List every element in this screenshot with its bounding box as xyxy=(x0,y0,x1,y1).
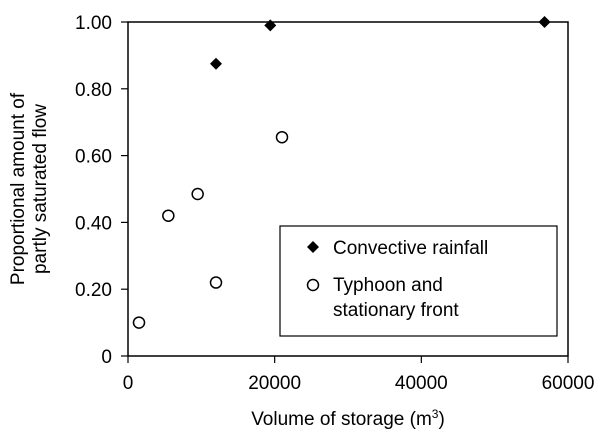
y-tick-label: 1.00 xyxy=(75,13,112,34)
plot-area xyxy=(127,21,569,357)
typhoon-front-point xyxy=(209,276,223,289)
y-tick-label: 0.60 xyxy=(75,147,112,168)
legend: Convective rainfall Typhoon and stationa… xyxy=(279,225,558,337)
legend-diamond-marker xyxy=(307,241,319,253)
typhoon-front-point xyxy=(191,187,204,201)
y-axis-title-line2: partly saturated flow xyxy=(30,104,51,274)
convective-rainfall-point xyxy=(210,57,222,70)
typhoon-front-point xyxy=(162,209,175,222)
x-axis-title: Volume of storage (m3) xyxy=(251,407,445,430)
plot-border xyxy=(127,21,569,357)
y-axis: 0 0.20 0.40 0.60 0.80 1.00 xyxy=(75,13,128,368)
y-tick-label: 0.40 xyxy=(75,213,112,234)
legend-circle-marker xyxy=(306,278,320,292)
legend-label-typhoon-line2: stationary front xyxy=(333,300,459,321)
y-tick-label: 0.80 xyxy=(75,80,112,101)
x-axis-title-end: ) xyxy=(438,409,444,430)
legend-label-convective: Convective rainfall xyxy=(333,238,488,259)
legend-label-typhoon-line1: Typhoon and xyxy=(333,275,443,296)
x-axis: 0 20000 40000 60000 xyxy=(123,356,595,394)
x-tick-label: 40000 xyxy=(395,373,448,394)
x-tick-label: 60000 xyxy=(542,373,595,394)
y-tick-label: 0.20 xyxy=(75,280,112,301)
x-tick-label: 20000 xyxy=(248,373,301,394)
convective-rainfall-point xyxy=(264,19,277,32)
data-points xyxy=(132,16,551,329)
y-tick-label: 0 xyxy=(101,347,112,368)
typhoon-front-point xyxy=(132,316,146,329)
legend-box xyxy=(279,225,558,337)
x-axis-title-superscript: 3 xyxy=(432,407,439,421)
typhoon-front-point xyxy=(275,130,289,144)
x-tick-label: 0 xyxy=(123,373,134,394)
x-axis-title-main: Volume of storage (m xyxy=(251,409,432,430)
y-axis-title-line1: Proportional amount of xyxy=(8,92,29,285)
convective-rainfall-point xyxy=(538,16,551,28)
y-axis-title: Proportional amount of partly saturated … xyxy=(8,92,51,285)
